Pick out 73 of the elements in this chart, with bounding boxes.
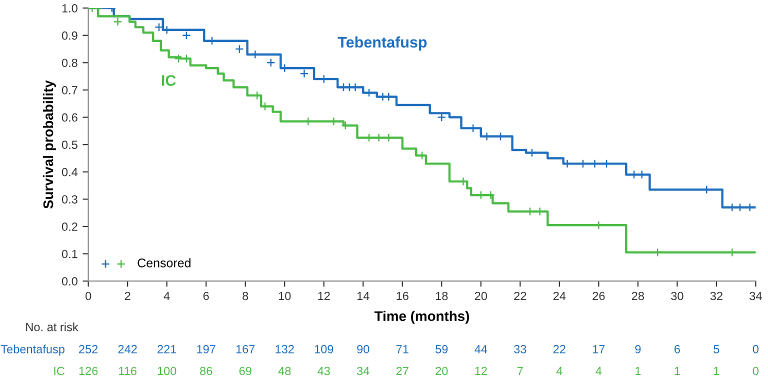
x-tick-label: 2 (124, 292, 130, 300)
y-tick-label: 0.3 (62, 195, 78, 204)
text: 1 (674, 366, 680, 376)
y-tick-label: 0.6 (62, 113, 78, 122)
x-tick-label: 16 (396, 292, 408, 300)
text: 59 (436, 344, 448, 354)
text: 5 (714, 345, 720, 354)
text: 126 (79, 366, 98, 376)
x-tick-label: 12 (318, 292, 330, 300)
x-tick-label: 32 (710, 292, 722, 300)
text: 17 (593, 345, 605, 354)
x-tick-label: 30 (671, 292, 684, 300)
text: 69 (239, 366, 252, 376)
text: 252 (79, 344, 98, 354)
text: 4 (596, 366, 602, 376)
text: 221 (158, 344, 176, 354)
x-tick-label: 8 (242, 292, 248, 300)
y-tick-label: 0.4 (62, 168, 78, 176)
text: IC (54, 366, 65, 376)
x-tick-label: 22 (514, 292, 526, 300)
x-tick-label: 28 (632, 292, 644, 300)
text: 27 (396, 366, 408, 376)
x-tick-label: 6 (203, 292, 209, 300)
text: 9 (635, 344, 641, 354)
x-tick-label: 20 (474, 292, 488, 300)
text: 6 (674, 344, 680, 354)
y-tick-label: 0.9 (62, 31, 78, 40)
text: 20 (436, 366, 448, 376)
text: 1 (636, 366, 641, 376)
x-tick-label: 24 (553, 292, 566, 300)
series-label: Tebentafusp (338, 36, 427, 51)
y-axis-title: Survival probability (42, 80, 56, 209)
text: 48 (278, 366, 291, 376)
text: 0 (752, 344, 759, 354)
y-tick-label: 0.0 (62, 277, 78, 286)
x-tick-label: 34 (750, 292, 762, 300)
x-axis-title: Time (months) (374, 310, 470, 324)
text: 132 (276, 344, 294, 354)
text: 12 (475, 366, 487, 376)
text: 34 (357, 366, 370, 376)
text: No. at risk (26, 322, 78, 332)
text: 86 (200, 366, 212, 376)
text: 33 (514, 344, 526, 354)
text: 197 (197, 344, 216, 354)
y-tick-label: 0.1 (62, 250, 78, 258)
x-tick-label: 14 (357, 292, 370, 300)
y-tick-label: 0.8 (62, 58, 78, 68)
x-tick-label: 0 (86, 292, 92, 300)
y-tick-label: 0.5 (62, 140, 78, 149)
series-label: IC (162, 75, 176, 86)
text: 71 (396, 345, 408, 354)
y-tick-label: 1.0 (62, 4, 78, 12)
legend-label: Censored (138, 258, 190, 268)
text: 7 (517, 366, 523, 376)
x-tick-label: 26 (592, 292, 605, 300)
text: 167 (236, 344, 255, 354)
text: 0 (752, 366, 759, 376)
y-tick-label: 0.2 (62, 222, 78, 231)
x-tick-label: 18 (436, 292, 448, 300)
text: 4 (556, 366, 562, 376)
x-tick-label: 10 (278, 292, 291, 300)
text: 116 (119, 366, 136, 376)
text: 242 (118, 344, 137, 354)
text: 109 (314, 344, 334, 354)
x-tick-label: 4 (164, 292, 170, 300)
text: 43 (318, 366, 330, 376)
y-tick-label: 0.7 (62, 86, 78, 94)
text: 100 (158, 366, 176, 376)
text: Tebentafusp (0, 344, 64, 356)
text: 22 (553, 344, 566, 354)
text: 1 (714, 366, 720, 376)
text: 44 (474, 345, 488, 354)
text: 90 (357, 344, 370, 354)
